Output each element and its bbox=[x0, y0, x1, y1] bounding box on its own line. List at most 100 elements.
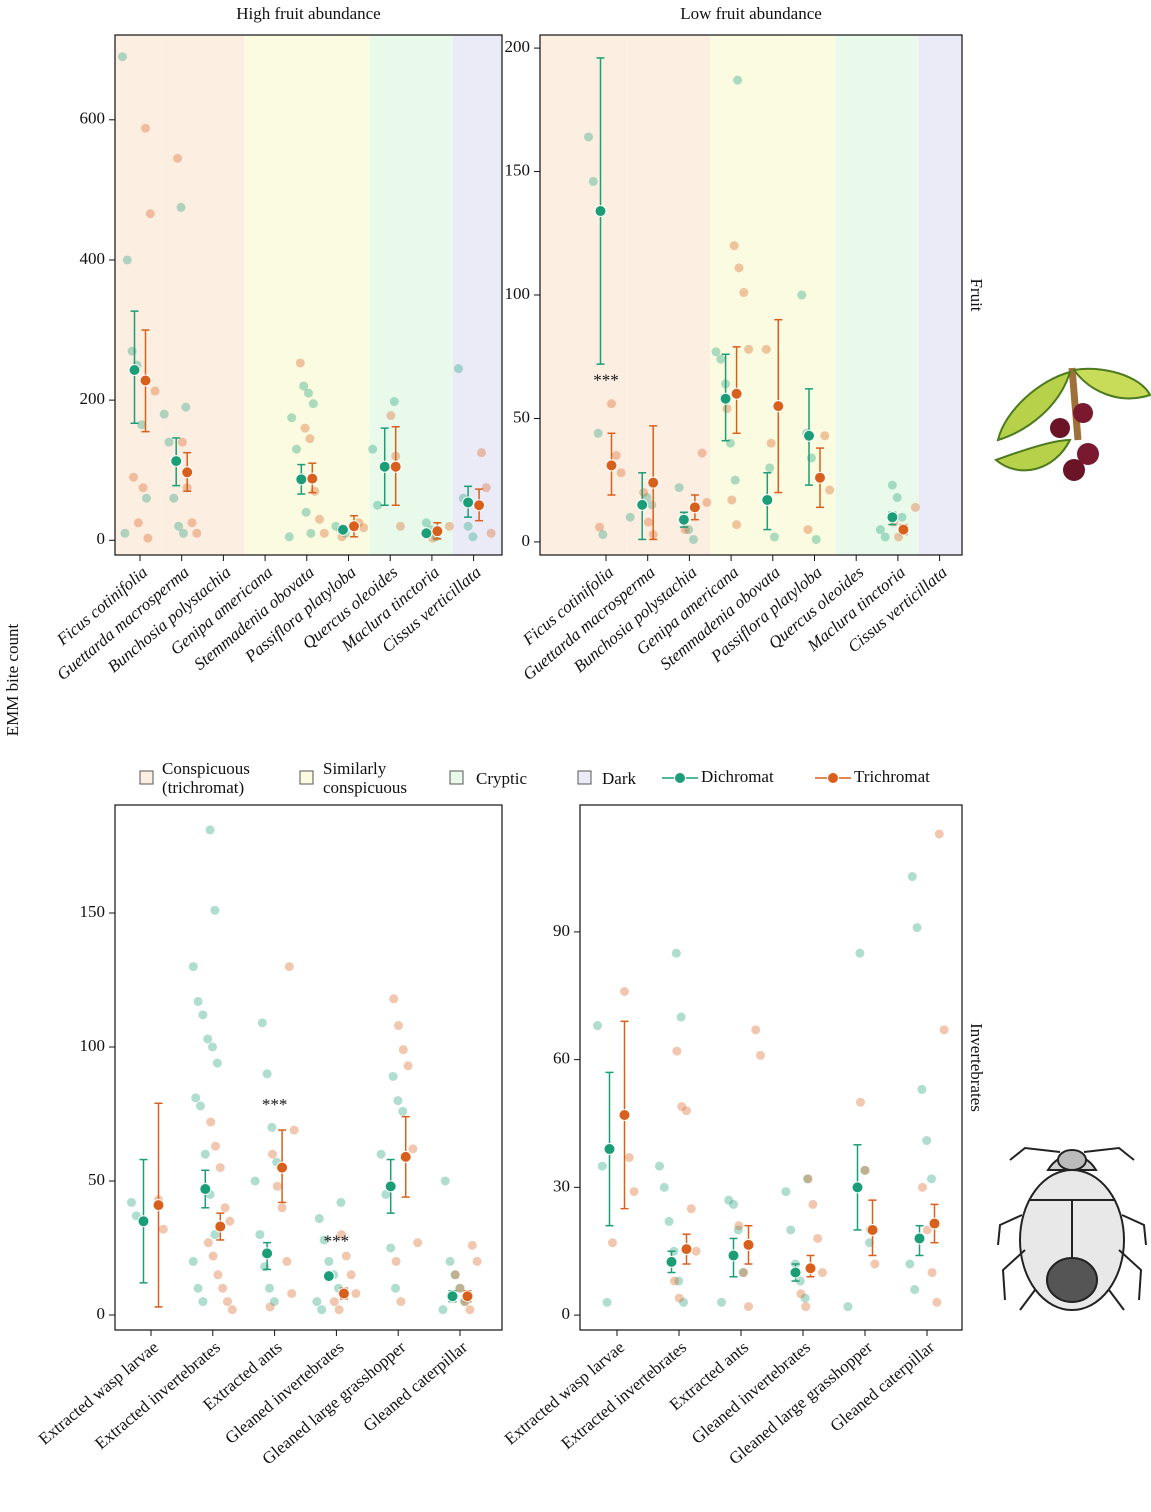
raw-point bbox=[393, 1096, 402, 1105]
fruit-illustration bbox=[996, 368, 1150, 481]
mean-point bbox=[447, 1291, 458, 1302]
y-tick-label: 150 bbox=[80, 902, 106, 921]
raw-point bbox=[744, 345, 753, 354]
raw-point bbox=[731, 476, 740, 485]
raw-point bbox=[285, 962, 294, 971]
mean-point bbox=[385, 1181, 396, 1192]
raw-point bbox=[129, 473, 138, 482]
raw-point bbox=[408, 1144, 417, 1153]
raw-point bbox=[142, 494, 151, 503]
mean-point bbox=[887, 512, 898, 523]
raw-point bbox=[594, 429, 603, 438]
raw-point bbox=[727, 495, 736, 504]
mean-point bbox=[338, 1288, 349, 1299]
significance-annotation: *** bbox=[593, 370, 619, 389]
raw-point bbox=[665, 1217, 674, 1226]
y-axis-label: EMM bite count bbox=[3, 624, 22, 737]
raw-point bbox=[263, 1069, 272, 1078]
raw-point bbox=[940, 1025, 949, 1034]
raw-point bbox=[675, 483, 684, 492]
raw-point bbox=[910, 1285, 919, 1294]
mean-point bbox=[689, 502, 700, 513]
raw-point bbox=[855, 949, 864, 958]
raw-point bbox=[258, 1018, 267, 1027]
mean-point bbox=[379, 461, 390, 472]
raw-point bbox=[267, 1123, 276, 1132]
mean-point bbox=[743, 1239, 754, 1250]
raw-point bbox=[123, 255, 132, 264]
mean-point bbox=[637, 499, 648, 510]
mean-point bbox=[604, 1144, 615, 1155]
raw-point bbox=[812, 535, 821, 544]
raw-point bbox=[595, 523, 604, 532]
raw-point bbox=[898, 513, 907, 522]
mean-point bbox=[262, 1248, 273, 1259]
y-tick-label: 60 bbox=[553, 1049, 570, 1068]
raw-point bbox=[396, 522, 405, 531]
raw-point bbox=[712, 347, 721, 356]
legend-label: Similarly conspicuous bbox=[323, 759, 407, 797]
raw-point bbox=[734, 1221, 743, 1230]
y-tick-label: 200 bbox=[80, 389, 106, 408]
x-tick-label: Gleaned caterpillar bbox=[826, 1337, 938, 1435]
background-band bbox=[453, 35, 502, 555]
invertebrate-illustration bbox=[998, 1148, 1146, 1310]
y-tick-label: 0 bbox=[522, 531, 531, 550]
raw-point bbox=[922, 1136, 931, 1145]
raw-point bbox=[670, 1277, 679, 1286]
raw-point bbox=[159, 1225, 168, 1234]
raw-point bbox=[386, 411, 395, 420]
raw-point bbox=[843, 1302, 852, 1311]
raw-point bbox=[786, 1225, 795, 1234]
raw-point bbox=[644, 518, 653, 527]
raw-point bbox=[373, 501, 382, 510]
background-band bbox=[835, 35, 877, 555]
raw-point bbox=[735, 263, 744, 272]
raw-point bbox=[143, 534, 152, 543]
mean-point bbox=[277, 1162, 288, 1173]
raw-point bbox=[213, 1270, 222, 1279]
mean-point bbox=[773, 401, 784, 412]
raw-point bbox=[394, 1021, 403, 1030]
raw-point bbox=[804, 525, 813, 534]
mean-point bbox=[804, 430, 815, 441]
background-band bbox=[161, 35, 203, 555]
raw-point bbox=[139, 483, 148, 492]
raw-point bbox=[797, 291, 806, 300]
raw-point bbox=[932, 1298, 941, 1307]
raw-point bbox=[389, 1072, 398, 1081]
mean-point bbox=[200, 1184, 211, 1195]
raw-point bbox=[315, 1214, 324, 1223]
raw-point bbox=[141, 124, 150, 133]
raw-point bbox=[692, 1247, 701, 1256]
background-band bbox=[669, 35, 711, 555]
mean-point bbox=[805, 1263, 816, 1274]
raw-point bbox=[918, 1183, 927, 1192]
panel-title: High fruit abundance bbox=[236, 4, 380, 23]
raw-point bbox=[169, 494, 178, 503]
page: EMM bite count High fruit abundance02004… bbox=[0, 0, 1151, 1512]
y-tick-label: 100 bbox=[505, 284, 531, 303]
raw-point bbox=[335, 1305, 344, 1314]
raw-point bbox=[178, 438, 187, 447]
raw-point bbox=[820, 431, 829, 440]
raw-point bbox=[702, 498, 711, 507]
mean-point bbox=[390, 461, 401, 472]
raw-point bbox=[870, 1260, 879, 1269]
mean-point bbox=[463, 497, 474, 508]
raw-point bbox=[120, 529, 129, 538]
legend-label: Conspicuous (trichromat) bbox=[162, 759, 250, 797]
y-tick-label: 90 bbox=[553, 921, 570, 940]
raw-point bbox=[191, 1093, 200, 1102]
raw-point bbox=[626, 513, 635, 522]
legend-label: Cryptic bbox=[476, 769, 527, 788]
raw-point bbox=[689, 535, 698, 544]
mean-point bbox=[666, 1256, 677, 1267]
raw-point bbox=[399, 1045, 408, 1054]
mean-point bbox=[606, 460, 617, 471]
y-tick-label: 600 bbox=[80, 109, 106, 128]
raw-point bbox=[917, 1085, 926, 1094]
raw-point bbox=[194, 997, 203, 1006]
row-label: Invertebrates bbox=[967, 1023, 986, 1112]
raw-point bbox=[118, 52, 127, 61]
